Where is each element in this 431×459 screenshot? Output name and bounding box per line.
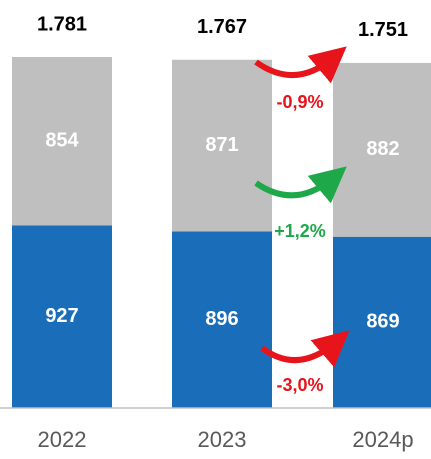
x-tick-label: 2022 [38, 427, 87, 452]
total-label: 1.767 [197, 16, 247, 38]
value-label: 927 [45, 305, 78, 327]
arrow [254, 166, 347, 204]
bar-segment [333, 236, 431, 408]
annotation: -0,9% [276, 92, 323, 112]
x-tick-label: 2023 [198, 427, 247, 452]
bar-segment [333, 62, 431, 237]
total-label: 1.781 [37, 13, 87, 35]
bar-segment [12, 225, 112, 408]
value-label: 854 [45, 129, 79, 151]
value-label: 871 [205, 134, 238, 156]
total-label: 1.751 [358, 19, 408, 41]
x-tick-label: 2024p [352, 427, 413, 452]
value-label: 869 [366, 311, 399, 333]
bar-segment [172, 231, 272, 408]
value-label: 896 [205, 308, 238, 330]
bars [12, 57, 431, 408]
bar-segment [172, 59, 272, 232]
value-label: 882 [366, 138, 399, 160]
arrow [254, 46, 347, 84]
annotation: +1,2% [274, 221, 326, 241]
arrow [260, 330, 350, 368]
annotation: -3,0% [276, 375, 323, 395]
bar-segment [12, 57, 112, 226]
